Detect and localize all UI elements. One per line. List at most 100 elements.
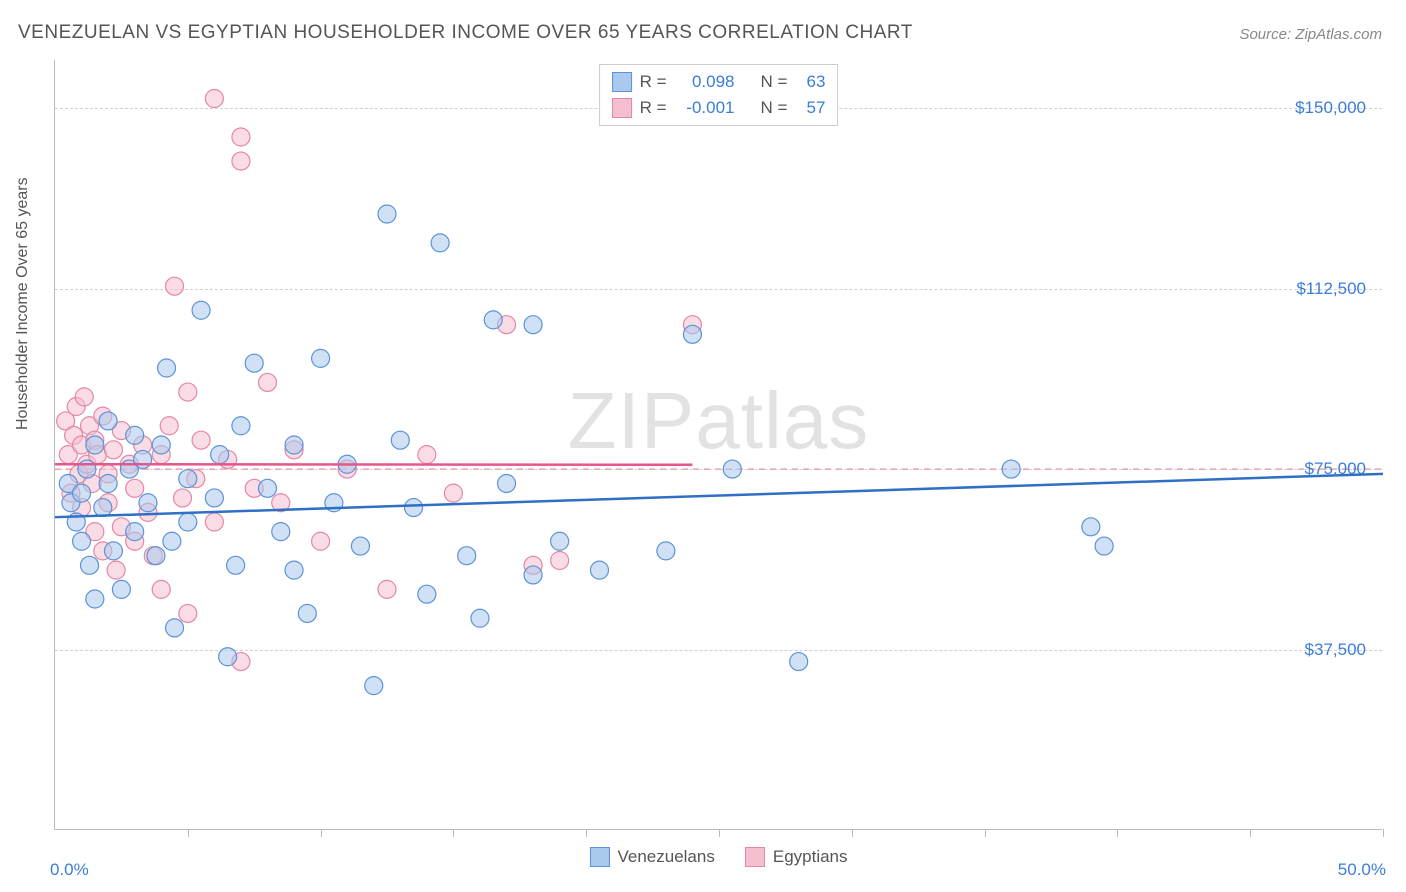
legend-swatch-2 — [612, 98, 632, 118]
scatter-point — [192, 301, 210, 319]
scatter-point — [107, 561, 125, 579]
y-tick-label: $37,500 — [1305, 640, 1366, 660]
scatter-point — [160, 417, 178, 435]
chart-container: VENEZUELAN VS EGYPTIAN HOUSEHOLDER INCOM… — [0, 0, 1406, 892]
scatter-point — [524, 316, 542, 334]
scatter-point — [418, 446, 436, 464]
scatter-point — [126, 426, 144, 444]
scatter-point — [166, 277, 184, 295]
scatter-point — [298, 604, 316, 622]
scatter-point — [205, 489, 223, 507]
scatter-point — [683, 325, 701, 343]
scatter-point — [312, 532, 330, 550]
n-value-2: 57 — [795, 98, 825, 118]
scatter-point — [219, 648, 237, 666]
legend-bottom-label-2: Egyptians — [773, 847, 848, 867]
scatter-point — [86, 590, 104, 608]
scatter-point — [1002, 460, 1020, 478]
r-label-1: R = — [640, 72, 667, 92]
plot-area: ZIPatlas R = 0.098 N = 63 R = -0.001 N =… — [54, 60, 1382, 830]
scatter-point — [484, 311, 502, 329]
scatter-point — [378, 205, 396, 223]
legend-stats-row-2: R = -0.001 N = 57 — [612, 95, 826, 121]
scatter-point — [126, 523, 144, 541]
scatter-point — [1082, 518, 1100, 536]
scatter-point — [232, 417, 250, 435]
scatter-point — [405, 499, 423, 517]
scatter-point — [205, 513, 223, 531]
scatter-point — [498, 475, 516, 493]
x-min-label: 0.0% — [50, 860, 89, 880]
y-tick-label: $150,000 — [1295, 98, 1366, 118]
scatter-point — [205, 90, 223, 108]
r-value-2: -0.001 — [675, 98, 735, 118]
scatter-point — [163, 532, 181, 550]
y-tick-label: $75,000 — [1305, 459, 1366, 479]
scatter-point — [790, 653, 808, 671]
legend-bottom-swatch-1 — [589, 847, 609, 867]
scatter-point — [458, 547, 476, 565]
y-tick-label: $112,500 — [1296, 279, 1366, 299]
scatter-point — [227, 556, 245, 574]
scatter-point — [258, 479, 276, 497]
scatter-point — [444, 484, 462, 502]
scatter-point — [723, 460, 741, 478]
source-label: Source: ZipAtlas.com — [1239, 26, 1382, 43]
scatter-point — [285, 436, 303, 454]
scatter-point — [139, 494, 157, 512]
scatter-point — [147, 547, 165, 565]
y-axis-label: Householder Income Over 65 years — [14, 177, 32, 430]
scatter-point — [152, 436, 170, 454]
scatter-point — [179, 383, 197, 401]
scatter-point — [99, 412, 117, 430]
scatter-point — [78, 460, 96, 478]
scatter-point — [232, 128, 250, 146]
scatter-point — [152, 580, 170, 598]
legend-bottom-label-1: Venezuelans — [617, 847, 714, 867]
scatter-point — [75, 388, 93, 406]
scatter-point — [471, 609, 489, 627]
scatter-point — [99, 475, 117, 493]
n-label-2: N = — [761, 98, 788, 118]
scatter-point — [112, 580, 130, 598]
scatter-point — [81, 556, 99, 574]
r-label-2: R = — [640, 98, 667, 118]
n-label-1: N = — [761, 72, 788, 92]
scatter-point — [126, 479, 144, 497]
chart-title: VENEZUELAN VS EGYPTIAN HOUSEHOLDER INCOM… — [18, 22, 913, 44]
scatter-point — [104, 542, 122, 560]
scatter-point — [258, 373, 276, 391]
scatter-point — [86, 436, 104, 454]
scatter-point — [158, 359, 176, 377]
scatter-point — [272, 523, 290, 541]
scatter-point — [590, 561, 608, 579]
scatter-point — [73, 484, 91, 502]
scatter-point — [551, 552, 569, 570]
legend-bottom-swatch-2 — [745, 847, 765, 867]
scatter-point — [245, 354, 263, 372]
scatter-point — [431, 234, 449, 252]
scatter-point — [134, 450, 152, 468]
n-value-1: 63 — [795, 72, 825, 92]
scatter-plot — [55, 60, 1382, 829]
scatter-point — [179, 513, 197, 531]
scatter-point — [173, 489, 191, 507]
scatter-point — [232, 152, 250, 170]
scatter-point — [524, 566, 542, 584]
scatter-point — [179, 604, 197, 622]
scatter-point — [378, 580, 396, 598]
scatter-point — [418, 585, 436, 603]
x-max-label: 50.0% — [1338, 860, 1386, 880]
scatter-point — [166, 619, 184, 637]
legend-swatch-1 — [612, 72, 632, 92]
r-value-1: 0.098 — [675, 72, 735, 92]
scatter-point — [192, 431, 210, 449]
scatter-point — [73, 532, 91, 550]
legend-stats-row-1: R = 0.098 N = 63 — [612, 69, 826, 95]
legend-stats: R = 0.098 N = 63 R = -0.001 N = 57 — [599, 64, 839, 126]
scatter-point — [657, 542, 675, 560]
scatter-point — [351, 537, 369, 555]
legend-item-1: Venezuelans — [589, 847, 714, 867]
scatter-point — [94, 499, 112, 517]
scatter-point — [211, 446, 229, 464]
